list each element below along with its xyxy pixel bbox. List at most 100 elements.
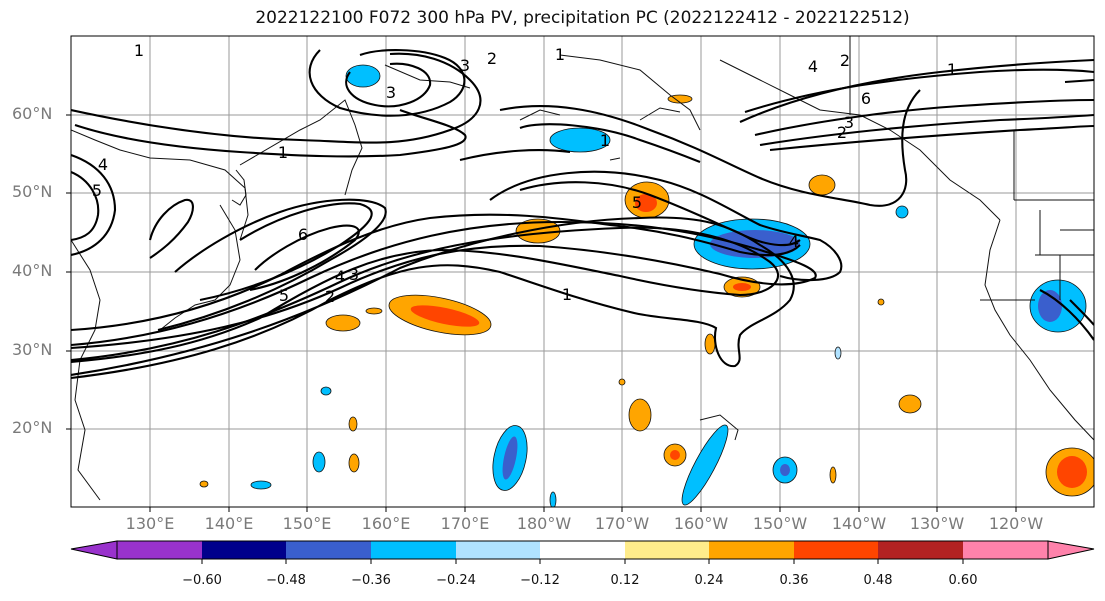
lon-label: 130°W [909, 514, 965, 533]
precip-positive-area [618, 378, 626, 386]
contour-label: 1 [947, 60, 957, 79]
precip-positive-area [325, 314, 361, 332]
colorbar-tick-label: 0.60 [948, 573, 978, 588]
colorbar-cell [878, 541, 963, 559]
lon-label: 150°W [752, 514, 808, 533]
lon-label: 140°W [831, 514, 887, 533]
precip-positive-area [628, 398, 652, 432]
lon-label: 160°W [673, 514, 729, 533]
contour-label: 1 [134, 41, 144, 60]
precip-negative-area [549, 127, 611, 153]
colorbar-cell [709, 541, 794, 559]
precip-negative-area [895, 205, 909, 219]
precip-negative-area [312, 451, 326, 473]
colorbar-cell [71, 541, 117, 559]
colorbar-left-extend [70, 540, 118, 560]
colorbar-cell [371, 541, 456, 559]
contour-label: 2 [325, 287, 335, 306]
colorbar-tick-label: −0.24 [436, 573, 476, 588]
colorbar [70, 540, 1095, 564]
contour-label: 1 [600, 131, 610, 150]
precip-positive-area [348, 453, 360, 473]
colorbar-tick-label: −0.60 [182, 573, 222, 588]
colorbar-right-extend [1047, 540, 1095, 560]
contour-label: 4 [335, 267, 345, 286]
precip-positive-core [635, 194, 657, 212]
contour-label: 3 [349, 265, 359, 284]
contour-label: 4 [808, 57, 818, 76]
colorbar-cell [625, 541, 709, 559]
colorbar-cell [456, 541, 540, 559]
lat-label: 60°N [12, 104, 53, 123]
colorbar-tick-label: −0.36 [351, 573, 391, 588]
precip-positive-area [199, 480, 209, 488]
precip-negative-area [681, 424, 729, 506]
precip-positive-area [704, 333, 716, 355]
precip-negative-area [345, 64, 381, 88]
precip-positive-area [365, 307, 383, 315]
map-title: 2022122100 F072 300 hPa PV, precipitatio… [255, 8, 910, 28]
coastlines [71, 36, 1094, 501]
lon-label: 160°E [361, 514, 411, 533]
contour-label: 4 [789, 232, 799, 251]
precip-positive-area [348, 416, 358, 432]
precip-positive-area [829, 466, 837, 484]
contour-label: 1 [278, 143, 288, 162]
contour-label: 4 [98, 155, 108, 174]
precip-negative-core [502, 436, 518, 480]
contour-label: 6 [861, 89, 871, 108]
precip-positive-core [1057, 456, 1087, 488]
precip-negative-area [834, 346, 842, 360]
contour-label: 2 [837, 123, 847, 142]
lon-label: 180°W [516, 514, 572, 533]
colorbar-tick-label: 0.12 [610, 573, 640, 588]
precip-positive-core [410, 305, 480, 327]
contour-label: 3 [460, 56, 470, 75]
lat-label: 20°N [12, 418, 53, 437]
colorbar-cell [286, 541, 371, 559]
contour-label: 3 [386, 83, 396, 102]
colorbar-cell [963, 541, 1048, 559]
precip-positive-area [808, 174, 836, 196]
colorbar-tick-label: −0.12 [520, 573, 560, 588]
contour-label: 6 [298, 225, 308, 244]
contour-label: 2 [487, 49, 497, 68]
precip-negative-core [780, 464, 790, 476]
colorbar-cell [540, 541, 625, 559]
precip-negative-area [250, 480, 272, 490]
colorbar-tick-label: −0.48 [266, 573, 306, 588]
colorbar-cell [794, 541, 878, 559]
contour-label: 3 [844, 113, 854, 132]
contour-label: 5 [279, 286, 289, 305]
lon-label: 120°W [988, 514, 1044, 533]
lat-label: 50°N [12, 182, 53, 201]
contour-label: 1 [562, 285, 572, 304]
lon-label: 130°E [125, 514, 175, 533]
pv-contours [71, 49, 1094, 380]
precip-positive-core [670, 450, 680, 460]
colorbar-cell [202, 541, 286, 559]
lon-label: 140°E [204, 514, 254, 533]
map-plot: 1 2 3 4 5 6 1 1 2 3 4 5 6 1 2 3 4 5 1 1 … [66, 35, 1095, 512]
contour-label: 2 [840, 51, 850, 70]
colorbar-tick-label: 0.36 [779, 573, 809, 588]
lon-label: 170°E [440, 514, 490, 533]
axis-ticks [66, 114, 1017, 512]
colorbar-tick-label: 0.24 [694, 573, 724, 588]
colorbar-tick-label: 0.48 [863, 573, 893, 588]
contour-label: 1 [555, 45, 565, 64]
contour-label: 5 [92, 181, 102, 200]
colorbar-cell [1048, 541, 1094, 559]
precip-positive-core [733, 283, 751, 291]
colorbar-cell [117, 541, 202, 559]
lat-label: 30°N [12, 340, 53, 359]
precip-negative-core [710, 230, 800, 258]
precip-positive-area [877, 298, 885, 306]
contour-label: 5 [632, 193, 642, 212]
precip-negative-core [1038, 290, 1062, 322]
precip-negative-area [320, 386, 332, 396]
precip-positive-area [898, 394, 922, 414]
lon-label: 170°W [594, 514, 650, 533]
lat-label: 40°N [12, 261, 53, 280]
precip-negative-area [549, 491, 557, 507]
